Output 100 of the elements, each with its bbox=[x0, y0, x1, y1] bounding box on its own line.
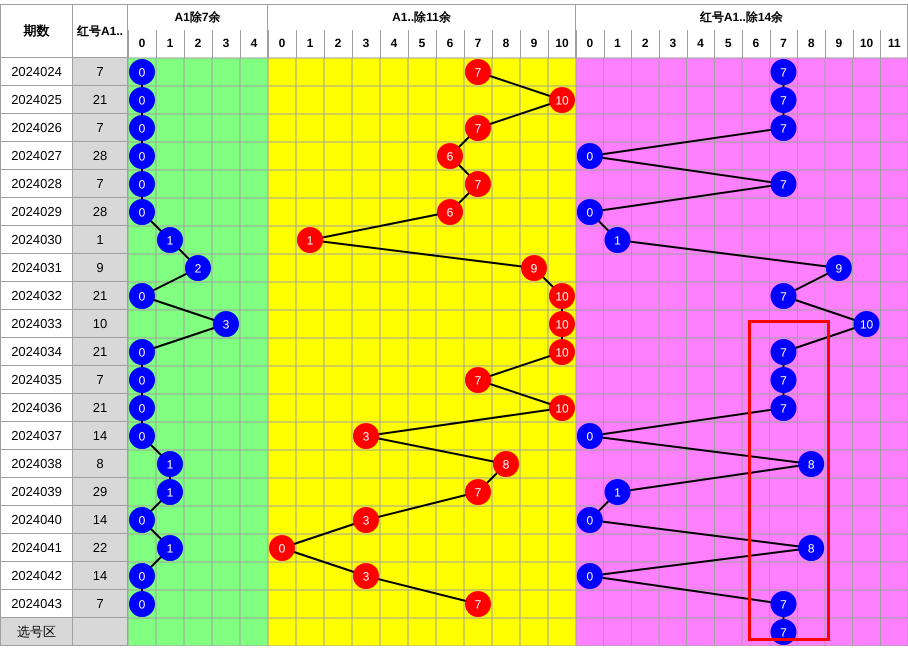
y-tick-label: 2024037 bbox=[11, 428, 62, 443]
point bbox=[770, 395, 796, 421]
data-label: 0 bbox=[138, 149, 146, 164]
data-label: 8 bbox=[808, 457, 815, 472]
point bbox=[465, 367, 491, 393]
point bbox=[157, 479, 183, 505]
point bbox=[353, 563, 379, 589]
data-label: 29 bbox=[73, 478, 128, 506]
point bbox=[129, 199, 155, 225]
data-label: 28 bbox=[73, 142, 128, 170]
data-label: 6 bbox=[446, 149, 454, 164]
data-label: 1 bbox=[166, 541, 174, 556]
data-label: 21 bbox=[73, 86, 128, 114]
y-tick-label: 2024042 bbox=[11, 568, 62, 583]
x-tick-label: 9 bbox=[530, 36, 538, 50]
point bbox=[129, 171, 155, 197]
data-label: 7 bbox=[474, 597, 482, 612]
point bbox=[576, 423, 603, 449]
point bbox=[129, 423, 155, 449]
point bbox=[353, 507, 379, 533]
y-tick-label: 2024026 bbox=[11, 120, 62, 135]
data-label: 0 bbox=[138, 401, 146, 416]
x-tick-label: 红号A1.. bbox=[76, 22, 123, 40]
data-label: 7 bbox=[780, 65, 788, 80]
data-label: 9 bbox=[73, 254, 128, 282]
y-tick-label: 2024033 bbox=[11, 316, 62, 331]
y-tick-label: 2024040 bbox=[11, 512, 62, 527]
point bbox=[770, 591, 796, 617]
x-tick-label: 10 bbox=[860, 36, 874, 50]
data-label: 21 bbox=[73, 394, 128, 422]
point bbox=[770, 87, 796, 113]
x-tick-label: 8 bbox=[502, 36, 510, 50]
point bbox=[465, 115, 491, 141]
data-label: 10 bbox=[73, 310, 128, 338]
data-label: 10 bbox=[555, 289, 569, 304]
x-tick-label: 0 bbox=[278, 36, 286, 50]
y-tick-label: 2024041 bbox=[11, 540, 62, 555]
data-label: 7 bbox=[780, 401, 788, 416]
data-label: 0 bbox=[586, 149, 594, 164]
point bbox=[129, 367, 155, 393]
y-tick-label: 选号区 bbox=[17, 622, 56, 640]
data-label: 7 bbox=[73, 590, 128, 618]
data-label: 9 bbox=[835, 261, 842, 276]
x-tick-label: 9 bbox=[835, 36, 842, 50]
x-tick-label: 3 bbox=[222, 36, 230, 50]
data-label: 0 bbox=[138, 513, 146, 528]
point bbox=[269, 535, 295, 561]
data-label: 1 bbox=[614, 485, 622, 500]
data-label: 0 bbox=[138, 93, 146, 108]
point bbox=[297, 227, 323, 253]
x-tick-label: 4 bbox=[697, 36, 704, 50]
data-label: 6 bbox=[446, 205, 454, 220]
point bbox=[770, 115, 796, 141]
x-tick-label: 0 bbox=[138, 36, 146, 50]
point bbox=[129, 87, 155, 113]
data-label: 8 bbox=[808, 541, 815, 556]
data-label: 0 bbox=[586, 513, 594, 528]
data-label: 1 bbox=[73, 226, 128, 254]
y-tick-label: 2024032 bbox=[11, 288, 62, 303]
point bbox=[576, 507, 603, 533]
chart-title: A1除7余 bbox=[174, 9, 220, 26]
data-label: 14 bbox=[73, 506, 128, 534]
point bbox=[576, 199, 603, 225]
point bbox=[129, 59, 155, 85]
data-label: 0 bbox=[586, 205, 594, 220]
data-label: 0 bbox=[138, 289, 146, 304]
data-label: 10 bbox=[555, 317, 569, 332]
point bbox=[493, 451, 519, 477]
x-tick-label: 2 bbox=[194, 36, 202, 50]
data-label: 3 bbox=[222, 317, 230, 332]
data-label: 0 bbox=[138, 121, 146, 136]
point bbox=[465, 59, 491, 85]
data-label: 1 bbox=[614, 233, 622, 248]
point bbox=[185, 255, 211, 281]
data-label: 0 bbox=[138, 205, 146, 220]
point bbox=[770, 367, 796, 393]
data-label: 10 bbox=[860, 317, 874, 332]
point bbox=[129, 143, 155, 169]
data-label: 3 bbox=[362, 513, 370, 528]
data-label: 22 bbox=[73, 534, 128, 562]
data-label: 7 bbox=[780, 625, 788, 640]
point bbox=[798, 535, 824, 561]
x-tick-label: 1 bbox=[306, 36, 314, 50]
x-tick-label: 10 bbox=[555, 36, 569, 50]
point bbox=[129, 339, 155, 365]
x-tick-label: 2 bbox=[334, 36, 342, 50]
y-tick-label: 2024034 bbox=[11, 344, 62, 359]
data-label: 7 bbox=[474, 65, 482, 80]
data-label: 14 bbox=[73, 562, 128, 590]
point bbox=[129, 563, 155, 589]
point bbox=[157, 451, 183, 477]
x-tick-label: 5 bbox=[724, 36, 732, 50]
data-label: 3 bbox=[362, 429, 370, 444]
data-label: 1 bbox=[166, 457, 174, 472]
data-label: 0 bbox=[586, 569, 594, 584]
y-tick-label: 2024035 bbox=[11, 372, 62, 387]
point bbox=[353, 423, 379, 449]
data-label: 8 bbox=[73, 450, 128, 478]
data-label: 0 bbox=[138, 345, 146, 360]
point bbox=[770, 171, 796, 197]
